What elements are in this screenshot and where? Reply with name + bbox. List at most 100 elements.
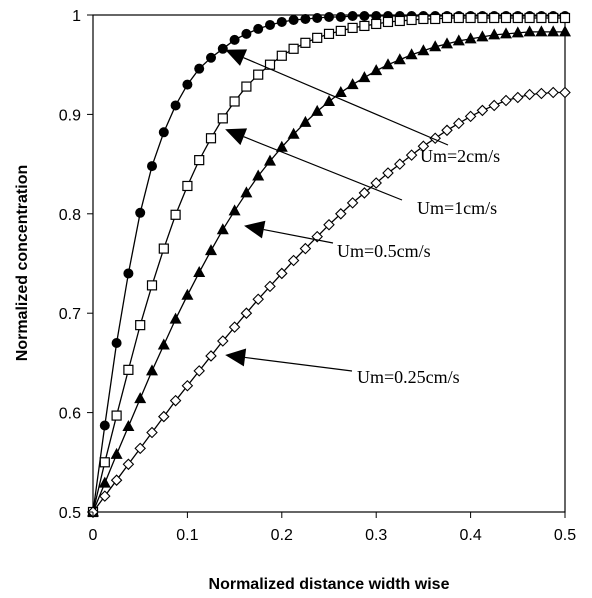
data-point-um-0-25cm-s [158, 410, 170, 423]
data-point-um-1cm-s [382, 16, 394, 28]
data-point-um-0-5cm-s [264, 154, 276, 166]
data-point-um-1cm-s [135, 320, 146, 331]
data-point-um-0-5cm-s [547, 25, 560, 37]
data-point-um-2cm-s [147, 161, 157, 172]
data-point-um-0-25cm-s [441, 124, 453, 137]
data-point-um-0-25cm-s [453, 117, 465, 130]
annotation-arrowhead [225, 128, 248, 146]
data-point-um-0-5cm-s [311, 104, 324, 116]
annotation-arrowhead [225, 348, 247, 367]
data-point-um-0-25cm-s [122, 458, 135, 471]
data-point-um-0-25cm-s [228, 321, 241, 333]
data-point-um-1cm-s [205, 133, 217, 144]
data-point-um-0-25cm-s [476, 104, 489, 117]
data-point-um-0-25cm-s [488, 99, 500, 112]
data-point-um-2cm-s [288, 14, 299, 25]
data-point-um-0-25cm-s [405, 149, 418, 161]
data-point-um-2cm-s [347, 10, 358, 21]
data-point-um-0-5cm-s [240, 186, 253, 198]
y-axis-ticks: 0.5 0.6 0.7 0.8 0.9 1 [59, 8, 93, 522]
data-point-um-2cm-s [265, 19, 275, 30]
annotation-um-0-5cm-s: Um=0.5cm/s [244, 220, 431, 261]
data-point-um-1cm-s [489, 12, 500, 24]
data-point-um-0-5cm-s [358, 71, 371, 83]
data-point-um-1cm-s [559, 12, 571, 24]
data-point-um-0-25cm-s [240, 307, 253, 319]
annotation-arrowhead [225, 49, 248, 66]
data-point-um-1cm-s [217, 113, 228, 124]
data-point-um-2cm-s [217, 43, 228, 54]
data-point-um-1cm-s [536, 12, 547, 24]
data-point-um-0-25cm-s [346, 197, 359, 209]
data-point-um-0-5cm-s [334, 86, 347, 98]
data-point-um-0-5cm-s [122, 420, 135, 432]
data-point-um-1cm-s [300, 37, 311, 48]
data-point-um-0-5cm-s [393, 53, 406, 65]
data-point-um-2cm-s [359, 10, 370, 21]
y-tick-label: 0.8 [59, 207, 81, 224]
data-point-um-0-5cm-s [134, 392, 147, 404]
data-point-um-0-5cm-s [228, 204, 241, 216]
data-point-um-0-5cm-s [252, 169, 265, 181]
data-point-um-2cm-s [99, 420, 110, 431]
data-point-um-2cm-s [158, 127, 169, 138]
annotation-um-0-25cm-s: Um=0.25cm/s [225, 348, 460, 387]
y-axis-title: Normalized concentration [14, 165, 31, 361]
y-tick-label: 0.7 [59, 306, 81, 323]
data-point-um-0-5cm-s [500, 27, 512, 39]
data-point-um-0-25cm-s [417, 140, 430, 152]
data-point-um-0-25cm-s [146, 426, 158, 439]
annotation-label: Um=0.25cm/s [357, 367, 460, 387]
data-point-um-1cm-s [465, 12, 476, 24]
data-point-um-0-5cm-s [323, 94, 335, 106]
data-point-um-0-25cm-s [252, 293, 264, 306]
annotation-um-2cm-s: Um=2cm/s [225, 49, 500, 166]
data-point-um-1cm-s [335, 25, 346, 37]
data-point-um-0-25cm-s [358, 187, 371, 199]
data-point-um-2cm-s [182, 79, 193, 90]
annotation-arrowhead [244, 220, 266, 239]
annotation-arrow-line [243, 136, 403, 201]
data-point-um-0-25cm-s [110, 474, 123, 486]
x-tick-label: 0.1 [176, 527, 198, 544]
data-point-um-1cm-s [170, 209, 181, 220]
data-point-um-0-25cm-s [394, 158, 406, 170]
data-point-um-2cm-s [135, 207, 146, 218]
data-point-um-0-5cm-s [98, 476, 111, 488]
data-point-um-0-5cm-s [181, 288, 194, 300]
data-point-um-0-5cm-s [488, 28, 501, 40]
annotation-um-1cm-s: Um=1cm/s [225, 128, 497, 218]
data-point-um-0-5cm-s [169, 312, 182, 324]
data-point-um-0-5cm-s [287, 127, 300, 139]
data-point-um-1cm-s [406, 14, 417, 26]
y-tick-label: 0.9 [59, 107, 81, 124]
data-point-um-1cm-s [111, 410, 122, 421]
data-point-um-0-25cm-s [299, 242, 312, 255]
data-point-um-0-5cm-s [535, 25, 548, 37]
data-point-um-0-25cm-s [134, 442, 146, 455]
y-tick-label: 0.5 [59, 505, 81, 522]
data-point-um-0-25cm-s [382, 167, 394, 179]
data-point-um-2cm-s [276, 16, 287, 27]
series-um-0-25cm-s [87, 86, 571, 518]
data-point-um-1cm-s [500, 12, 512, 24]
data-point-um-0-5cm-s [275, 140, 288, 152]
data-point-um-0-5cm-s [511, 26, 524, 38]
x-tick-label: 0 [89, 527, 98, 544]
data-point-um-1cm-s [123, 364, 134, 375]
data-point-um-0-25cm-s [181, 379, 194, 392]
data-point-um-2cm-s [111, 338, 122, 349]
data-point-um-0-5cm-s [370, 64, 383, 76]
data-point-um-0-25cm-s [323, 218, 335, 231]
plot-area [92, 14, 566, 513]
data-point-um-2cm-s [170, 100, 181, 111]
data-point-um-1cm-s [524, 12, 535, 24]
data-point-um-1cm-s [371, 18, 382, 30]
data-point-um-0-5cm-s [146, 364, 158, 376]
x-tick-label: 0.3 [365, 527, 387, 544]
data-point-um-1cm-s [146, 280, 158, 291]
x-axis-ticks: 0 0.1 0.2 0.3 0.4 0.5 [89, 512, 576, 544]
data-point-um-0-25cm-s [193, 365, 205, 377]
data-point-um-1cm-s [359, 20, 370, 32]
data-point-um-1cm-s [512, 12, 523, 24]
